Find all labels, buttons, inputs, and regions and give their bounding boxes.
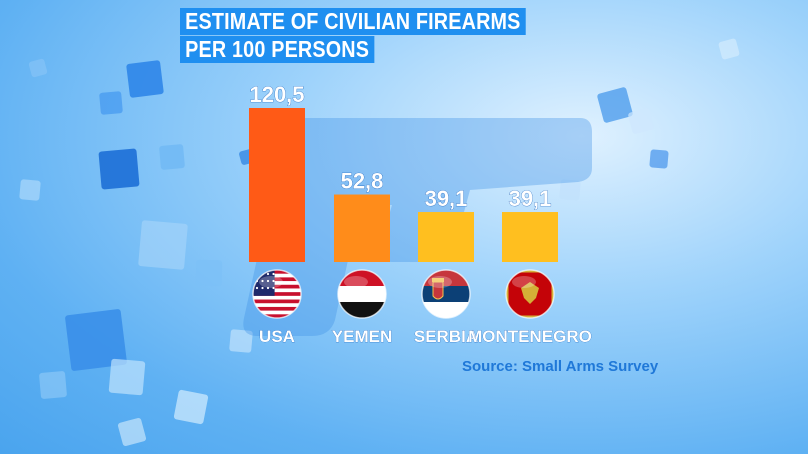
serbia-flag-icon <box>421 269 471 319</box>
yemen-flag-icon <box>337 269 387 319</box>
chart-title-line-1: ESTIMATE OF CIVILIAN FIREARMS <box>180 8 526 35</box>
value-label-montenegro: 39,1 <box>509 186 552 211</box>
background-cubes <box>19 38 740 447</box>
value-label-serbia: 39,1 <box>425 186 468 211</box>
category-label-serbia: SERBIA <box>414 327 478 346</box>
bar-usa <box>249 108 305 262</box>
bar-montenegro <box>502 212 558 262</box>
bar-serbia <box>418 212 474 262</box>
category-label-usa: USA <box>259 327 295 346</box>
bar-yemen <box>334 194 390 262</box>
source-note: Source: Small Arms Survey <box>462 358 659 375</box>
montenegro-flag-icon <box>505 269 555 319</box>
value-label-yemen: 52,8 <box>341 169 384 194</box>
category-label-yemen: YEMEN <box>332 327 392 346</box>
usa-flag-icon <box>252 269 302 319</box>
pistol-silhouette-icon <box>243 118 593 336</box>
chart-title-line-2: PER 100 PERSONS <box>180 36 375 63</box>
value-label-usa: 120,5 <box>249 82 304 107</box>
category-label-montenegro: MONTENEGRO <box>468 327 592 346</box>
